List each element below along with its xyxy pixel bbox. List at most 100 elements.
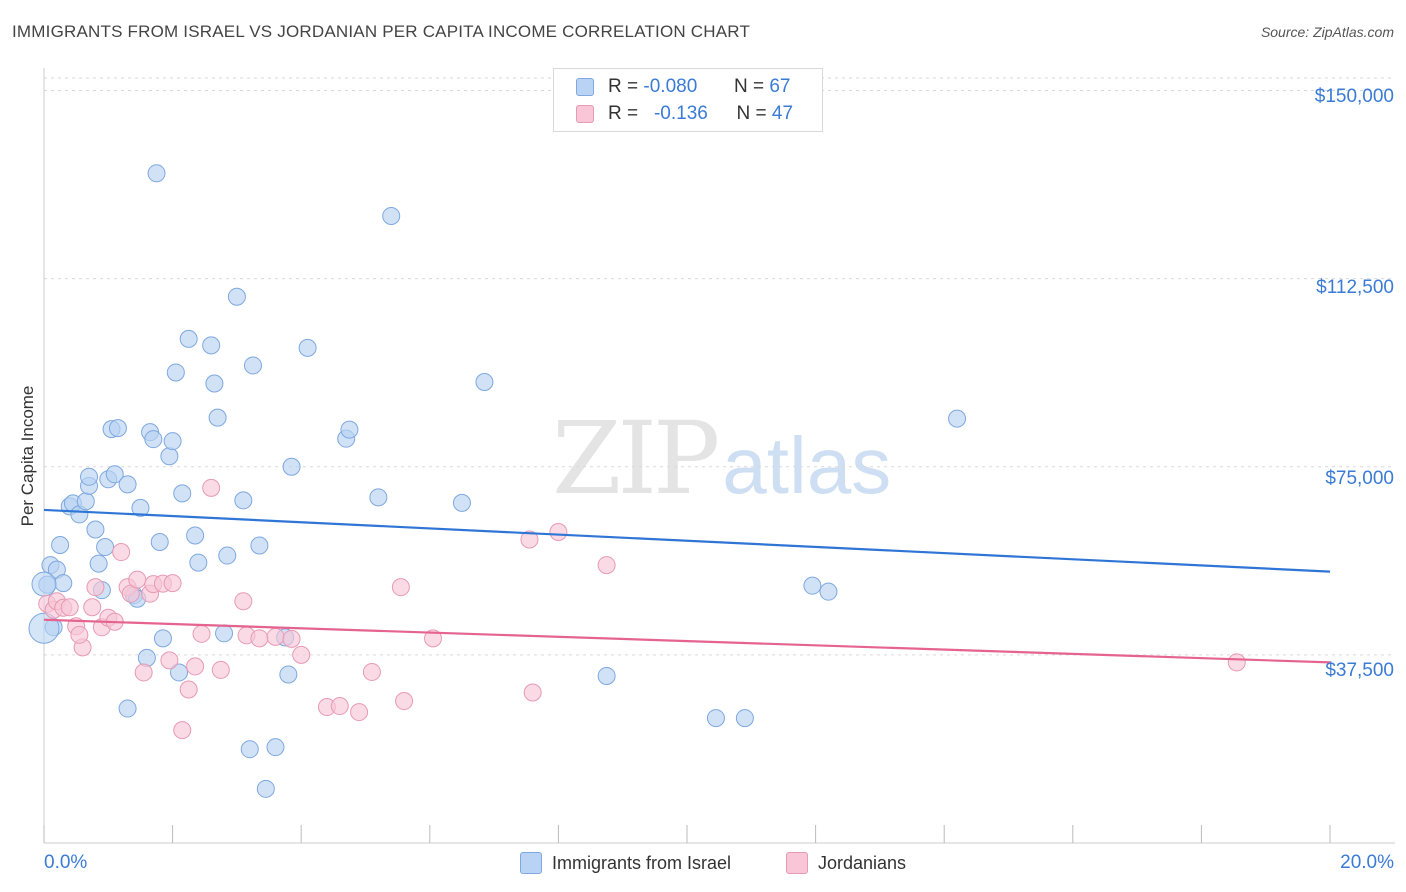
y-tick-label: $37,500	[1325, 660, 1394, 681]
legend-swatch-pink	[576, 105, 594, 123]
y-axis-label: Per Capita Income	[18, 385, 37, 527]
data-point	[424, 629, 443, 648]
data-point	[597, 666, 616, 685]
data-point	[452, 493, 471, 512]
data-point	[186, 526, 205, 545]
data-point	[391, 578, 410, 597]
data-point	[54, 574, 73, 593]
data-point	[134, 663, 153, 682]
trend-line	[43, 618, 1331, 664]
data-point	[215, 624, 234, 643]
data-point	[70, 625, 89, 644]
data-point	[96, 538, 115, 557]
data-point	[234, 592, 253, 611]
data-point	[189, 553, 208, 572]
data-point	[89, 554, 108, 573]
data-point	[160, 651, 179, 670]
y-tick-label: $75,000	[1325, 468, 1394, 489]
y-tick-label: $150,000	[1314, 86, 1394, 107]
data-point	[218, 546, 237, 565]
data-point	[202, 478, 221, 497]
data-point	[256, 779, 275, 798]
data-point	[131, 498, 150, 517]
data-point	[192, 624, 211, 643]
legend-r-value: -0.136	[653, 103, 708, 124]
data-point	[150, 533, 169, 552]
data-point	[86, 578, 105, 597]
trend-line	[43, 508, 1331, 573]
legend-n-value: 47	[771, 103, 794, 124]
data-point	[549, 522, 568, 541]
legend-r-value: -0.080	[643, 76, 698, 97]
chart-title: IMMIGRANTS FROM ISRAEL VS JORDANIAN PER …	[12, 22, 751, 41]
data-point	[240, 740, 259, 759]
x-tick-label: 20.0%	[1340, 852, 1394, 873]
data-point	[250, 629, 269, 648]
legend-n-label: N =	[733, 76, 765, 97]
data-point	[179, 680, 198, 699]
watermark-atlas: atlas	[722, 421, 892, 510]
data-point	[105, 465, 124, 484]
data-point	[60, 598, 79, 617]
stats-legend: R = -0.080 N = 67 R = -0.136 N = 47	[553, 68, 823, 132]
data-point	[395, 692, 414, 711]
bottom-legend-label: Jordanians	[818, 852, 907, 873]
data-point	[369, 488, 388, 507]
data-point	[51, 536, 70, 555]
data-point	[282, 457, 301, 476]
data-point-cluster	[31, 571, 57, 597]
data-point	[266, 738, 285, 757]
data-point	[173, 721, 192, 740]
data-point	[83, 598, 102, 617]
legend-n-label: N =	[736, 103, 767, 124]
data-point	[153, 629, 172, 648]
data-point	[208, 408, 227, 427]
data-point	[298, 338, 317, 357]
data-point	[266, 627, 285, 646]
data-point	[282, 629, 301, 648]
data-point	[803, 576, 822, 595]
series-jordanians-points	[38, 478, 1246, 740]
data-point	[340, 420, 359, 439]
data-point	[166, 363, 185, 382]
data-point	[179, 329, 198, 348]
data-point	[108, 419, 127, 438]
bottom-legend-israel: Immigrants from Israel	[520, 852, 731, 874]
legend-row-israel: R = -0.080 N = 67	[576, 75, 790, 99]
data-point	[137, 648, 156, 667]
watermark: ZIPatlas	[552, 400, 891, 517]
data-point	[948, 409, 967, 428]
data-point	[350, 703, 369, 722]
data-point	[243, 356, 262, 375]
data-point	[292, 645, 311, 664]
legend-r-label: R =	[608, 76, 639, 97]
legend-n-value: 67	[769, 76, 791, 97]
data-point	[279, 665, 298, 684]
data-point	[330, 697, 349, 716]
data-point	[706, 709, 725, 728]
data-point	[118, 699, 137, 718]
legend-swatch-blue	[520, 852, 542, 874]
data-point	[163, 432, 182, 451]
data-point	[1227, 653, 1246, 672]
data-point	[205, 374, 224, 393]
y-tick-label: $112,500	[1316, 277, 1394, 298]
data-point	[170, 663, 189, 682]
data-point	[597, 556, 616, 575]
data-point	[144, 430, 163, 449]
data-point	[112, 543, 131, 562]
series-israel-points	[28, 164, 967, 798]
legend-row-jordanians: R = -0.136 N = 47	[576, 102, 793, 126]
data-point	[202, 336, 221, 355]
data-point	[80, 467, 99, 486]
gridlines	[44, 77, 1395, 656]
data-point	[211, 660, 230, 679]
data-point	[147, 164, 166, 183]
data-point	[186, 657, 205, 676]
data-point	[362, 662, 381, 681]
legend-swatch-blue	[576, 78, 594, 96]
axes	[43, 68, 1395, 844]
bottom-legend-label: Immigrants from Israel	[552, 852, 732, 873]
data-point	[475, 372, 494, 391]
